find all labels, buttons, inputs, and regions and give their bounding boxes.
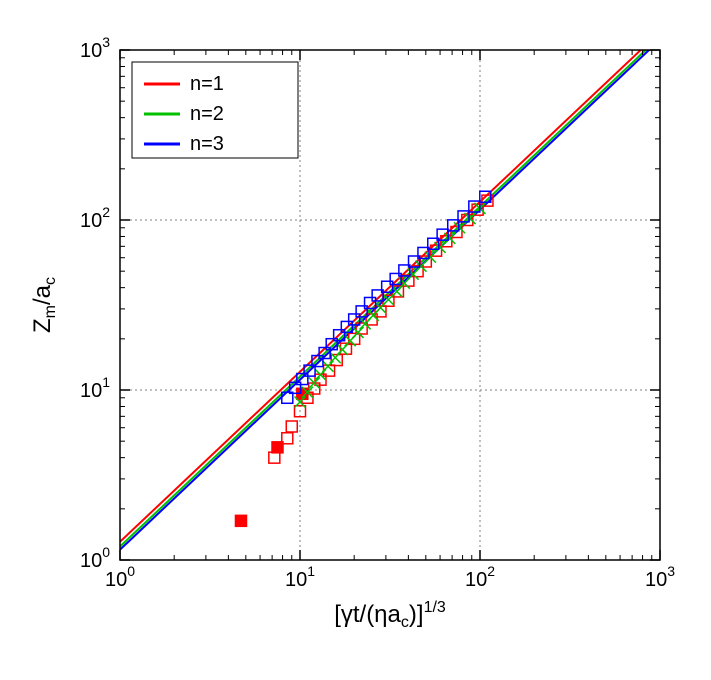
legend-label: n=3 bbox=[190, 133, 224, 155]
legend-label: n=2 bbox=[190, 103, 224, 125]
scatter-chart: 100101102103100101102103[γt/(ηac)]1/3Zm/… bbox=[0, 0, 711, 680]
chart-container: 100101102103100101102103[γt/(ηac)]1/3Zm/… bbox=[0, 0, 711, 680]
legend-label: n=1 bbox=[190, 73, 224, 95]
y-axis-label: Zm/ac bbox=[29, 277, 59, 333]
